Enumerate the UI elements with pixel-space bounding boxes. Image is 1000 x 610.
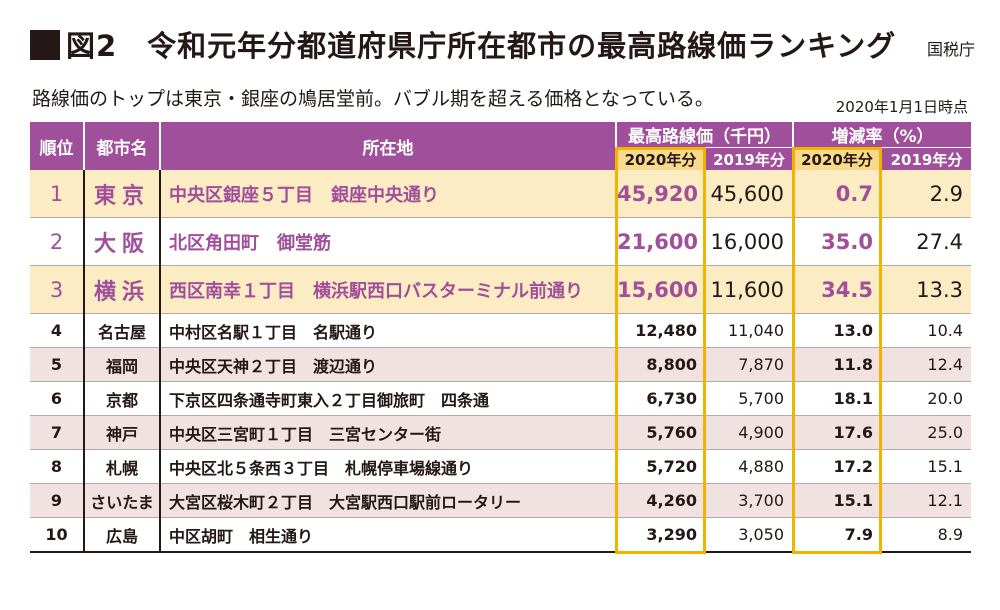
rank-cell: 1 bbox=[30, 170, 85, 218]
price-2020-cell: 15,600 bbox=[616, 265, 705, 314]
growth-2020-cell: 7.9 bbox=[793, 517, 881, 553]
header-growth-group: 増減率（%） bbox=[793, 122, 972, 148]
table-row: 9 さいたま 大宮区桜木町２丁目 大宮駅西口駅前ロータリー 4,260 3,70… bbox=[30, 483, 972, 518]
price-2019-cell: 4,880 bbox=[705, 449, 794, 484]
header-growth-2020: 2020年分 bbox=[793, 147, 882, 170]
growth-2020-cell: 35.0 bbox=[793, 217, 881, 266]
growth-2019-cell: 10.4 bbox=[881, 313, 972, 348]
price-2020-cell: 8,800 bbox=[616, 347, 705, 382]
price-2019-cell: 45,600 bbox=[705, 170, 794, 218]
price-2020-cell: 5,760 bbox=[616, 415, 705, 450]
city-cell: 広島 bbox=[84, 517, 161, 553]
growth-2019-cell: 12.4 bbox=[881, 347, 972, 382]
city-cell: 京都 bbox=[84, 381, 161, 416]
header-location: 所在地 bbox=[160, 122, 617, 170]
price-2019-cell: 3,050 bbox=[705, 517, 794, 553]
table-row: 7 神戸 中央区三宮町１丁目 三宮センター街 5,760 4,900 17.6 … bbox=[30, 415, 972, 450]
location-cell: 中央区天神２丁目 渡辺通り bbox=[160, 347, 617, 382]
rank-cell: 6 bbox=[30, 381, 85, 416]
page-title: 図2 令和元年分都道府県庁所在都市の最高路線価ランキング bbox=[66, 29, 897, 63]
header-city: 都市名 bbox=[84, 122, 161, 170]
growth-2019-cell: 8.9 bbox=[881, 517, 972, 553]
price-2020-cell: 3,290 bbox=[616, 517, 705, 553]
price-2019-cell: 3,700 bbox=[705, 483, 794, 518]
rank-cell: 2 bbox=[30, 217, 85, 266]
rank-cell: 3 bbox=[30, 265, 85, 314]
price-2020-cell: 4,260 bbox=[616, 483, 705, 518]
header-rank: 順位 bbox=[30, 122, 85, 170]
location-cell: 北区角田町 御堂筋 bbox=[160, 217, 617, 266]
city-cell: 東京 bbox=[84, 170, 161, 218]
location-cell: 中央区北５条西３丁目 札幌停車場線通り bbox=[160, 449, 617, 484]
growth-2019-cell: 27.4 bbox=[881, 217, 972, 266]
city-cell: 名古屋 bbox=[84, 313, 161, 348]
growth-2020-cell: 17.6 bbox=[793, 415, 881, 450]
location-cell: 中村区名駅１丁目 名駅通り bbox=[160, 313, 617, 348]
table-row: 4 名古屋 中村区名駅１丁目 名駅通り 12,480 11,040 13.0 1… bbox=[30, 313, 972, 348]
city-cell: 横浜 bbox=[84, 265, 161, 314]
table-row: 2 大阪 北区角田町 御堂筋 21,600 16,000 35.0 27.4 bbox=[30, 217, 972, 266]
city-cell: 神戸 bbox=[84, 415, 161, 450]
price-2020-cell: 45,920 bbox=[616, 170, 705, 218]
subtitle: 路線価のトップは東京・銀座の鳩居堂前。バブル期を超える価格となっている。 bbox=[32, 88, 714, 110]
title-square-icon bbox=[30, 30, 60, 60]
rank-cell: 9 bbox=[30, 483, 85, 518]
as-of-date: 2020年1月1日時点 bbox=[835, 98, 968, 116]
city-cell: さいたま bbox=[84, 483, 161, 518]
price-2020-cell: 21,600 bbox=[616, 217, 705, 266]
price-2020-cell: 5,720 bbox=[616, 449, 705, 484]
price-2019-cell: 7,870 bbox=[705, 347, 794, 382]
growth-2019-cell: 12.1 bbox=[881, 483, 972, 518]
price-2020-cell: 12,480 bbox=[616, 313, 705, 348]
growth-2020-cell: 34.5 bbox=[793, 265, 881, 314]
price-2019-cell: 4,900 bbox=[705, 415, 794, 450]
location-cell: 中央区銀座５丁目 銀座中央通り bbox=[160, 170, 617, 218]
ranking-table-container: 順位 都市名 所在地 最高路線価（千円） 増減率（%） 2020年分 2019年… bbox=[30, 122, 972, 553]
growth-2019-cell: 13.3 bbox=[881, 265, 972, 314]
price-2019-cell: 5,700 bbox=[705, 381, 794, 416]
table-row: 8 札幌 中央区北５条西３丁目 札幌停車場線通り 5,720 4,880 17.… bbox=[30, 449, 972, 484]
growth-2020-cell: 13.0 bbox=[793, 313, 881, 348]
city-cell: 大阪 bbox=[84, 217, 161, 266]
price-2019-cell: 16,000 bbox=[705, 217, 794, 266]
table-row: 1 東京 中央区銀座５丁目 銀座中央通り 45,920 45,600 0.7 2… bbox=[30, 170, 972, 218]
growth-2020-cell: 0.7 bbox=[793, 170, 881, 218]
ranking-table: 順位 都市名 所在地 最高路線価（千円） 増減率（%） 2020年分 2019年… bbox=[30, 122, 972, 553]
growth-2019-cell: 25.0 bbox=[881, 415, 972, 450]
growth-2020-cell: 11.8 bbox=[793, 347, 881, 382]
growth-2019-cell: 20.0 bbox=[881, 381, 972, 416]
city-cell: 福岡 bbox=[84, 347, 161, 382]
rank-cell: 5 bbox=[30, 347, 85, 382]
city-cell: 札幌 bbox=[84, 449, 161, 484]
rank-cell: 7 bbox=[30, 415, 85, 450]
location-cell: 下京区四条通寺町東入２丁目御旅町 四条通 bbox=[160, 381, 617, 416]
location-cell: 中区胡町 相生通り bbox=[160, 517, 617, 553]
header-growth-2019: 2019年分 bbox=[881, 147, 972, 170]
growth-2020-cell: 18.1 bbox=[793, 381, 881, 416]
rank-cell: 4 bbox=[30, 313, 85, 348]
header-price-2020: 2020年分 bbox=[616, 147, 706, 170]
header-price-2019: 2019年分 bbox=[705, 147, 794, 170]
header-price-group: 最高路線価（千円） bbox=[616, 122, 794, 148]
rank-cell: 10 bbox=[30, 517, 85, 553]
price-2020-cell: 6,730 bbox=[616, 381, 705, 416]
price-2019-cell: 11,040 bbox=[705, 313, 794, 348]
growth-2019-cell: 2.9 bbox=[881, 170, 972, 218]
growth-2020-cell: 17.2 bbox=[793, 449, 881, 484]
table-row: 3 横浜 西区南幸１丁目 横浜駅西口バスターミナル前通り 15,600 11,6… bbox=[30, 265, 972, 314]
location-cell: 西区南幸１丁目 横浜駅西口バスターミナル前通り bbox=[160, 265, 617, 314]
table-row: 6 京都 下京区四条通寺町東入２丁目御旅町 四条通 6,730 5,700 18… bbox=[30, 381, 972, 416]
growth-2020-cell: 15.1 bbox=[793, 483, 881, 518]
rank-cell: 8 bbox=[30, 449, 85, 484]
location-cell: 中央区三宮町１丁目 三宮センター街 bbox=[160, 415, 617, 450]
location-cell: 大宮区桜木町２丁目 大宮駅西口駅前ロータリー bbox=[160, 483, 617, 518]
growth-2019-cell: 15.1 bbox=[881, 449, 972, 484]
title-row: 図2 令和元年分都道府県庁所在都市の最高路線価ランキング 国税庁 bbox=[30, 24, 975, 68]
table-row: 10 広島 中区胡町 相生通り 3,290 3,050 7.9 8.9 bbox=[30, 517, 972, 553]
table-row: 5 福岡 中央区天神２丁目 渡辺通り 8,800 7,870 11.8 12.4 bbox=[30, 347, 972, 382]
source-label: 国税庁 bbox=[926, 40, 975, 59]
price-2019-cell: 11,600 bbox=[705, 265, 794, 314]
